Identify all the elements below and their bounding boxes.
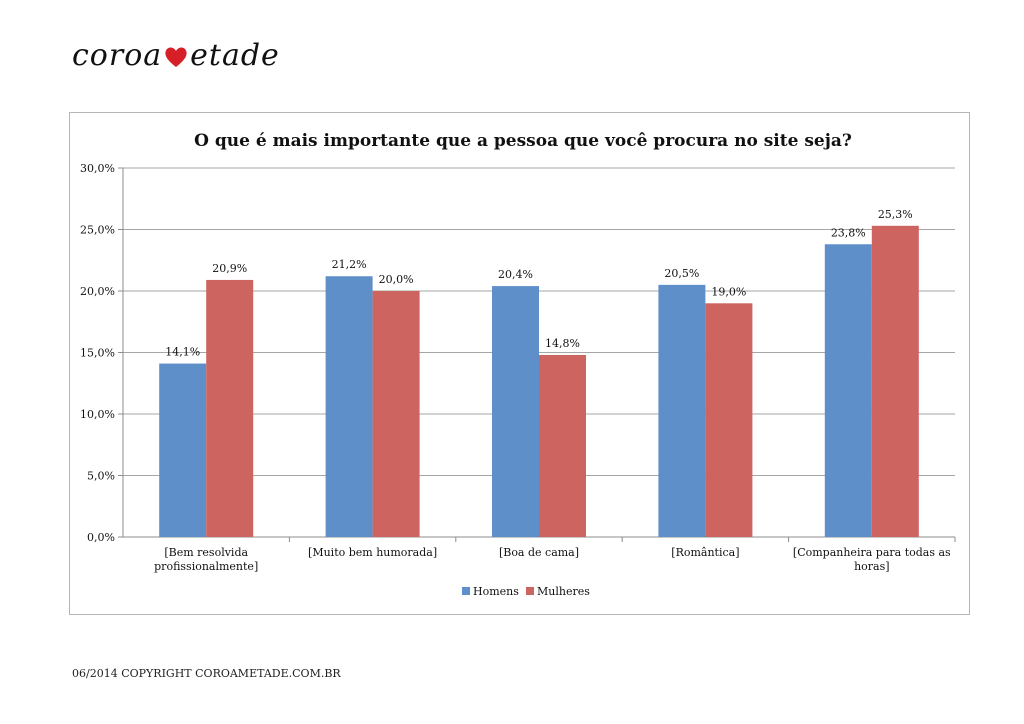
data-label-mulheres-0: 20,9% [212,262,247,275]
category-label-3: [Romântica] [671,546,739,559]
bar-mulheres-3 [705,303,753,537]
y-tick-label: 20,0% [80,285,115,298]
bar-homens-3 [658,284,706,537]
legend-label-mulheres: Mulheres [537,585,590,598]
legend-swatch-homens [462,587,470,595]
data-label-mulheres-3: 19,0% [711,285,746,298]
data-label-homens-1: 21,2% [332,258,367,271]
category-label-0: [Bem resolvida [164,546,248,559]
bar-mulheres-4 [871,225,919,537]
heart-icon [165,47,187,67]
chart-title: O que é mais importante que a pessoa que… [194,131,852,151]
category-label-1: [Muito bem humorada] [308,546,437,559]
y-tick-label: 0,0% [87,531,115,544]
chart: O que é mais importante que a pessoa que… [80,131,956,598]
bar-mulheres-0 [206,279,254,537]
data-label-homens-2: 20,4% [498,268,533,281]
bar-homens-2 [492,286,539,537]
bar-homens-4 [824,244,872,537]
bar-homens-1 [325,276,373,537]
bar-mulheres-1 [372,291,420,537]
y-tick-label: 25,0% [80,224,115,237]
y-tick-label: 5,0% [87,470,115,483]
logo-text-right: etade [190,38,280,73]
bar-mulheres-2 [539,354,586,537]
data-label-homens-4: 23,8% [831,226,866,239]
category-label-4: [Companheira para todas as [793,546,951,559]
bar-homens-0 [159,363,207,537]
data-label-mulheres-2: 14,8% [545,337,580,350]
category-label-2: [Boa de cama] [499,546,579,559]
data-label-mulheres-4: 25,3% [878,208,913,221]
chart-frame: O que é mais importante que a pessoa que… [69,112,970,615]
category-label-4: horas] [854,560,889,573]
y-tick-label: 10,0% [80,408,115,421]
legend-swatch-mulheres [526,587,534,595]
data-label-mulheres-1: 20,0% [379,273,414,286]
data-label-homens-0: 14,1% [165,346,200,359]
legend-label-homens: Homens [473,585,519,598]
y-tick-label: 30,0% [80,162,115,175]
footer-copyright: 06/2014 COPYRIGHT COROAMETADE.COM.BR [72,667,341,680]
brand-logo: coroa etade [72,38,280,73]
category-label-0: profissionalmente] [154,560,258,573]
logo-text-left: coroa [72,38,163,73]
data-label-homens-3: 20,5% [664,267,699,280]
y-tick-label: 15,0% [80,347,115,360]
